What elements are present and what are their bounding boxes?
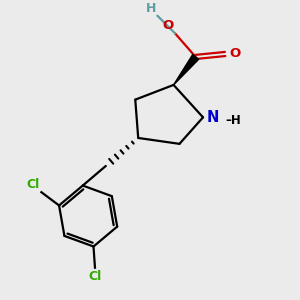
Text: N: N xyxy=(207,110,219,125)
Polygon shape xyxy=(174,55,199,85)
Text: O: O xyxy=(162,19,174,32)
Text: –H: –H xyxy=(225,114,241,128)
Text: O: O xyxy=(229,47,240,61)
Text: Cl: Cl xyxy=(88,270,102,283)
Text: Cl: Cl xyxy=(27,178,40,191)
Text: H: H xyxy=(146,2,156,15)
